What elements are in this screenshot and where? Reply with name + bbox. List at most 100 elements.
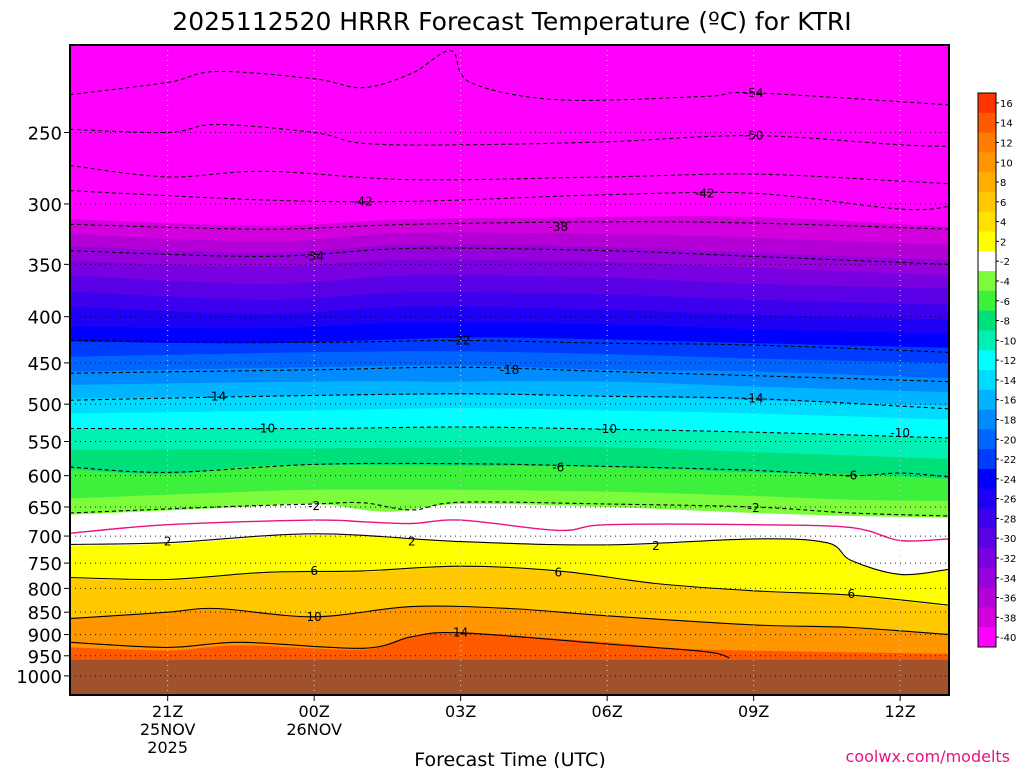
colorbar-label: -30 xyxy=(1000,534,1016,545)
y-tick-label: 350 xyxy=(28,255,62,276)
y-tick-label: 550 xyxy=(28,433,62,454)
colorbar-swatch xyxy=(978,488,996,509)
colorbar-label: 10 xyxy=(1000,158,1013,169)
colorbar-label: 2 xyxy=(1000,237,1006,248)
colorbar-label: -2 xyxy=(1000,257,1010,268)
x-axis-label: Forecast Time (UTC) xyxy=(414,749,605,768)
plot-area: 1410666222-2-2-6-6-10-10-10-14-14-18-22-… xyxy=(70,45,949,695)
contour-line xyxy=(70,501,949,517)
contour-label: 2 xyxy=(164,535,172,549)
y-tick-label: 850 xyxy=(28,603,62,624)
colorbar-swatch xyxy=(978,370,996,391)
chart-title: 2025112520 HRRR Forecast Temperature (ºC… xyxy=(172,7,851,36)
y-tick-label: 250 xyxy=(28,123,62,144)
x-tick-label: 25NOV xyxy=(140,720,196,739)
colorbar-label: -18 xyxy=(1000,415,1016,426)
contour-label: -6 xyxy=(552,461,564,475)
colorbar-label: -38 xyxy=(1000,613,1016,624)
x-tick-label: 03Z xyxy=(445,702,476,721)
contour-label: 2 xyxy=(652,539,660,553)
contour-label: -6 xyxy=(845,469,857,483)
y-tick-label: 500 xyxy=(28,395,62,416)
colorbar-frame xyxy=(977,92,997,648)
colorbar-swatch xyxy=(978,310,996,331)
colorbar-swatch xyxy=(978,112,996,134)
colorbar-swatch xyxy=(978,409,996,430)
contour-line xyxy=(70,519,949,542)
colorbar-swatch xyxy=(978,627,996,648)
contour-label: -2 xyxy=(748,501,760,515)
contour-label: -18 xyxy=(500,363,520,377)
contour-line xyxy=(70,164,949,185)
colorbar-swatch xyxy=(978,468,996,490)
y-tick-label: 400 xyxy=(28,308,62,329)
colorbar-swatch xyxy=(978,172,996,193)
contour-label: -10 xyxy=(597,422,617,436)
contour-label: -14 xyxy=(744,392,764,406)
colorbar-swatch xyxy=(978,251,996,272)
colorbar: 16 14 12 10 8 6 4 2 -2 -4 -6 -8 -10 -12 -14 -16 -18 -20 -2… xyxy=(977,92,1016,648)
colorbar-swatch xyxy=(978,271,996,292)
y-tick-label: 650 xyxy=(28,498,62,519)
colorbar-label: -10 xyxy=(1000,336,1016,347)
plot-frame xyxy=(69,44,950,696)
colorbar-label: -6 xyxy=(1000,297,1010,308)
colorbar-swatch xyxy=(978,330,996,351)
y-tick-label: 1000 xyxy=(16,667,62,688)
x-tick-label: 2025 xyxy=(147,738,188,757)
contour-line xyxy=(70,221,949,230)
colorbar-label: -16 xyxy=(1000,396,1016,407)
colorbar-swatch xyxy=(978,587,996,608)
y-tick-label: 300 xyxy=(28,195,62,216)
y-tick-label: 800 xyxy=(28,579,62,600)
colorbar-label: -36 xyxy=(1000,594,1016,605)
colorbar-label: -40 xyxy=(1000,633,1016,644)
colorbar-swatch xyxy=(978,350,996,371)
colorbar-label: -14 xyxy=(1000,376,1016,387)
contour-label: -42 xyxy=(695,186,715,200)
contour-label: -10 xyxy=(890,426,910,440)
colorbar-label: 14 xyxy=(1000,119,1013,130)
contour-label: -10 xyxy=(256,421,276,435)
colorbar-label: -20 xyxy=(1000,435,1016,446)
colorbar-swatch xyxy=(978,231,996,252)
contour-label: 6 xyxy=(555,565,563,579)
x-tick-label: 12Z xyxy=(885,702,916,721)
colorbar-swatch xyxy=(978,93,996,114)
contour-line xyxy=(70,605,949,636)
colorbar-label: -34 xyxy=(1000,574,1016,585)
x-tick-label: 26NOV xyxy=(286,720,342,739)
colorbar-swatch xyxy=(978,528,996,549)
colorbar-swatch xyxy=(978,567,996,589)
contour-line xyxy=(70,50,949,106)
colorbar-label: -28 xyxy=(1000,514,1016,525)
x-tick-label: 21Z xyxy=(152,702,183,721)
contour-line xyxy=(70,247,949,265)
contour-line xyxy=(70,565,949,606)
contour-label: -54 xyxy=(744,86,764,100)
contour-label: 10 xyxy=(307,610,322,624)
colorbar-swatch xyxy=(978,211,996,232)
y-tick-label: 600 xyxy=(28,467,62,488)
y-tick-label: 750 xyxy=(28,554,62,575)
colorbar-swatch xyxy=(978,607,996,628)
colorbar-swatch xyxy=(978,548,996,569)
contour-line xyxy=(70,631,730,659)
contour-line xyxy=(70,339,949,353)
y-tick-label: 450 xyxy=(28,354,62,375)
x-tick-label: 09Z xyxy=(738,702,769,721)
colorbar-swatch xyxy=(978,132,996,153)
axes: 2503003504004505005506006507007508008509… xyxy=(16,44,950,757)
contour-label: -42 xyxy=(353,194,373,208)
below-ground-area xyxy=(70,659,949,695)
colorbar-swatch xyxy=(978,449,996,470)
contour-label: 14 xyxy=(453,625,468,639)
contour-label: 6 xyxy=(848,587,856,601)
colorbar-label: 16 xyxy=(1000,99,1013,110)
contour-line xyxy=(70,426,949,439)
contour-label: -38 xyxy=(549,220,569,234)
contour-line xyxy=(70,190,949,211)
contour-line xyxy=(70,123,949,147)
colorbar-label: 12 xyxy=(1000,138,1013,149)
